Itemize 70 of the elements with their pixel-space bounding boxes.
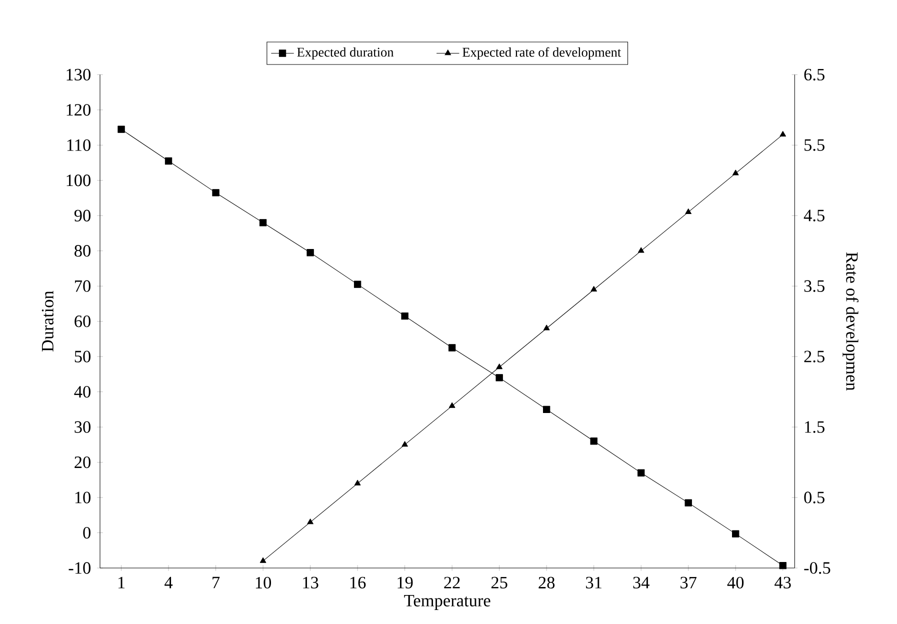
x-tick-label: 19: [398, 576, 413, 588]
y2-axis-title: Rate of developmen: [842, 252, 858, 391]
y-tick-label: 70: [75, 280, 90, 292]
point: [260, 557, 266, 563]
y2-tick-label: 2.5: [804, 350, 824, 362]
point: [638, 247, 644, 253]
x-tick-label: 40: [727, 576, 744, 589]
y-tick-label: 120: [66, 104, 90, 116]
point: [732, 170, 739, 176]
point: [354, 480, 361, 486]
point: [496, 364, 502, 370]
y-tick-label: 30: [74, 421, 90, 433]
legend-label: Expected rate of development: [462, 47, 622, 60]
point: [448, 344, 456, 352]
x-tick-label: 13: [303, 576, 318, 588]
point: [259, 219, 267, 226]
point: [306, 249, 314, 256]
point: [496, 374, 503, 382]
y-axis-title: Duration: [42, 290, 54, 352]
x-tick-label: 7: [212, 576, 220, 588]
x-tick-label: 4: [164, 576, 173, 588]
x-tick-label: 10: [256, 576, 272, 589]
point: [590, 438, 598, 445]
x-tick-label: 31: [586, 576, 602, 588]
x-axis-title: Temperature: [404, 594, 490, 610]
y-tick-label: 80: [74, 245, 90, 257]
point: [684, 499, 692, 506]
y-tick-label: 50: [74, 350, 90, 362]
point: [638, 469, 645, 476]
point: [780, 130, 786, 136]
point: [118, 126, 125, 133]
x-tick-label: 16: [350, 576, 366, 588]
y2-tick-label: 1.5: [805, 421, 824, 433]
point: [401, 312, 408, 320]
x-tick-label: 22: [444, 576, 460, 588]
y2-tick-label: -0.5: [804, 562, 830, 574]
point: [732, 530, 740, 538]
legend-label: Expected duration: [297, 47, 394, 60]
point: [307, 518, 314, 524]
x-tick-label: 37: [680, 576, 696, 588]
y-tick-label: 10: [75, 492, 90, 504]
point: [212, 189, 220, 196]
y2-tick-label: 6.5: [804, 68, 824, 81]
y-tick-label: 40: [74, 386, 90, 398]
x-tick-label: 34: [633, 576, 650, 588]
x-tick-label: 28: [538, 576, 555, 589]
point: [779, 562, 786, 570]
point: [543, 324, 550, 330]
point: [402, 441, 408, 447]
y-tick-label: 60: [74, 316, 90, 328]
y2-tick-label: 4.5: [804, 210, 824, 222]
point: [448, 402, 456, 408]
y-tick-label: 20: [74, 456, 90, 468]
y-tick-label: -10: [68, 562, 90, 574]
x-tick-label: 25: [491, 576, 508, 588]
y2-tick-label: 0.5: [804, 492, 824, 504]
x-tick-label: 1: [118, 576, 125, 588]
y-tick-label: 110: [67, 139, 90, 151]
y2-tick-label: 3.5: [804, 280, 824, 292]
y-tick-label: 100: [66, 174, 90, 186]
point: [164, 157, 172, 165]
y2-tick-label: 5.5: [804, 139, 824, 151]
point: [685, 208, 692, 214]
point: [354, 280, 362, 288]
y-tick-label: 0: [83, 526, 90, 539]
y-tick-label: 130: [66, 68, 90, 80]
x-tick-label: 43: [774, 576, 791, 588]
y-tick-label: 90: [74, 210, 90, 222]
point: [590, 286, 597, 292]
point: [542, 406, 550, 414]
